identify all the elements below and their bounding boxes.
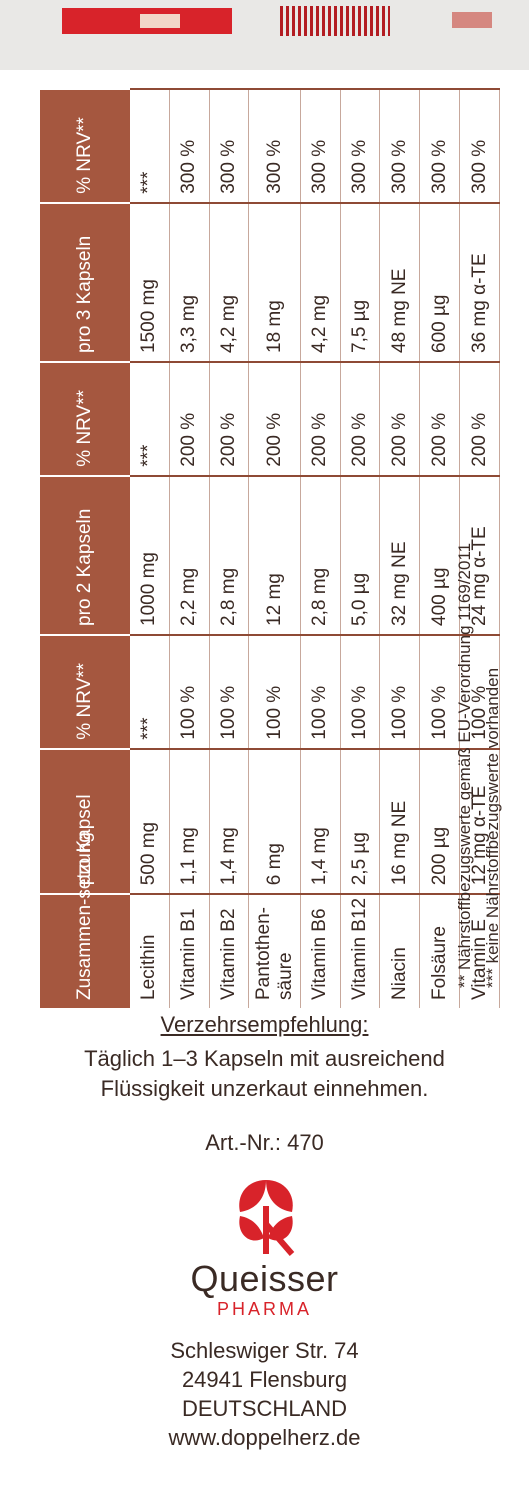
nutrient-name: Pantothen-säure xyxy=(248,894,301,1008)
header-nrv-1: % NRV** xyxy=(40,634,130,749)
table-cell: 36 mg α-TE xyxy=(459,202,500,362)
table-cell: 4,2 mg xyxy=(209,202,249,362)
table-cell: 2,2 mg xyxy=(169,475,210,635)
table-row: Vitamin B2 1,4 mg 100 % 2,8 mg 200 % 4,2 mg 30… xyxy=(209,89,249,1008)
queisser-leaf-logo-icon xyxy=(239,1180,295,1256)
table-row: Folsäure 200 µg 100 % 400 µg 200 % 600 µg 300 … xyxy=(419,89,460,1008)
table-row: Pantothen-säure 6 mg 100 % 12 mg 200 % 18 mg 3… xyxy=(248,89,301,1008)
table-cell: 300 % xyxy=(300,89,341,203)
address-city: 24941 Flensburg xyxy=(181,1367,348,1392)
table-cell: 200 % xyxy=(248,362,301,476)
package-stripe-pattern xyxy=(280,6,390,36)
nutrient-name: Vitamin B2 xyxy=(209,894,249,1008)
table-cell: 500 mg xyxy=(130,748,170,895)
table-cell: *** xyxy=(130,362,170,476)
table-cell: 100 % xyxy=(419,634,460,749)
table-cell: *** xyxy=(130,634,170,749)
table-cell: 200 % xyxy=(300,362,341,476)
table-cell: 300 % xyxy=(459,89,500,203)
header-nrv-3: % NRV** xyxy=(40,89,130,203)
nutrient-name: Vitamin B1 xyxy=(169,894,210,1008)
nutrient-name: Lecithin xyxy=(130,894,170,1008)
table-cell: 200 % xyxy=(340,362,380,476)
address-street: Schleswiger Str. 74 xyxy=(170,1338,359,1363)
table-cell: 7,5 µg xyxy=(340,202,380,362)
website-link[interactable]: www.doppelherz.de xyxy=(168,1425,361,1450)
usage-title: Verzehrsempfehlung: xyxy=(160,1012,369,1037)
table-cell: 300 % xyxy=(169,89,210,203)
table-cell: 12 mg xyxy=(248,475,301,635)
table-cell: 200 % xyxy=(169,362,210,476)
table-row: Vitamin B1 1,1 mg 100 % 2,2 mg 200 % 3,3 mg 30… xyxy=(169,89,210,1008)
table-row: Vitamin B12 2,5 µg 100 % 5,0 µg 200 % 7,5 µg 3… xyxy=(340,89,380,1008)
table-row: Niacin 16 mg NE 100 % 32 mg NE 200 % 48 mg NE… xyxy=(379,89,420,1008)
table-cell: 100 % xyxy=(209,634,249,749)
header-nrv-2: % NRV** xyxy=(40,362,130,476)
table-cell: 100 % xyxy=(379,634,420,749)
table-cell: 200 % xyxy=(209,362,249,476)
table-cell: 200 µg xyxy=(419,748,460,895)
table-cell: 300 % xyxy=(209,89,249,203)
nutrient-name: Vitamin B6 xyxy=(300,894,341,1008)
table-cell: 4,2 mg xyxy=(300,202,341,362)
nutrient-name: Folsäure xyxy=(419,894,460,1008)
footnotes: ** Nährstoffbezugswerte gemäß EU-Verordn… xyxy=(455,428,515,988)
table-cell: 1,4 mg xyxy=(209,748,249,895)
table-cell: 3,3 mg xyxy=(169,202,210,362)
brand-name: Queisser xyxy=(190,1258,339,1299)
brand-sub: PHARMA xyxy=(216,1299,312,1319)
table-cell: 1500 mg xyxy=(130,202,170,362)
table-cell: 6 mg xyxy=(248,748,301,895)
table-cell: 400 µg xyxy=(419,475,460,635)
table-cell: 300 % xyxy=(340,89,380,203)
table-cell: 1,4 mg xyxy=(300,748,341,895)
table-cell: 1000 mg xyxy=(130,475,170,635)
table-cell: 100 % xyxy=(248,634,301,749)
footnote-none: *** keine Nährstoffbezugswerte vorhanden xyxy=(483,667,502,988)
package-top-band xyxy=(0,0,529,70)
table-cell: 2,5 µg xyxy=(340,748,380,895)
nutrition-table: Zusammen-setzung pro Kapsel % NRV** pro … xyxy=(40,88,500,1008)
table-cell: 300 % xyxy=(248,89,301,203)
address-country: DEUTSCHLAND xyxy=(181,1396,348,1421)
table-cell: 100 % xyxy=(340,634,380,749)
table-cell: 1,1 mg xyxy=(169,748,210,895)
table-cell: 100 % xyxy=(300,634,341,749)
table-cell: 200 % xyxy=(379,362,420,476)
table-cell: 600 µg xyxy=(419,202,460,362)
header-per-3-capsules: pro 3 Kapseln xyxy=(40,202,130,362)
nutrition-table-rotated: Zusammen-setzung pro Kapsel % NRV** pro … xyxy=(40,88,500,1008)
table-cell: 300 % xyxy=(419,89,460,203)
table-cell: *** xyxy=(130,89,170,203)
table-cell: 100 % xyxy=(169,634,210,749)
table-cell: 5,0 µg xyxy=(340,475,380,635)
table-cell: 48 mg NE xyxy=(379,202,420,362)
table-cell: 300 % xyxy=(379,89,420,203)
header-per-capsule: pro Kapsel xyxy=(40,748,130,895)
table-cell: 2,8 mg xyxy=(209,475,249,635)
article-number: Art.-Nr.: 470 xyxy=(205,1130,324,1155)
usage-line-1: Täglich 1–3 Kapseln mit ausreichend xyxy=(84,1046,445,1071)
table-cell: 200 % xyxy=(419,362,460,476)
table-cell: 18 mg xyxy=(248,202,301,362)
footnote-nrv: ** Nährstoffbezugswerte gemäß EU-Verordn… xyxy=(455,542,474,988)
nutrient-name: Niacin xyxy=(379,894,420,1008)
nutrient-name: Vitamin B12 xyxy=(340,894,380,1008)
usage-line-2: Flüssigkeit unzerkaut einnehmen. xyxy=(100,1076,429,1101)
header-composition: Zusammen-setzung xyxy=(40,832,130,1008)
table-row: Lecithin 500 mg *** 1000 mg *** 1500 mg *** xyxy=(130,89,170,1008)
header-per-2-capsules: pro 2 Kapseln xyxy=(40,475,130,635)
package-red-label xyxy=(62,8,232,34)
table-cell: 32 mg NE xyxy=(379,475,420,635)
table-row: Vitamin B6 1,4 mg 100 % 2,8 mg 200 % 4,2 mg 30… xyxy=(300,89,341,1008)
table-cell: 2,8 mg xyxy=(300,475,341,635)
table-cell: 16 mg NE xyxy=(379,748,420,895)
package-red-mark xyxy=(452,12,492,28)
